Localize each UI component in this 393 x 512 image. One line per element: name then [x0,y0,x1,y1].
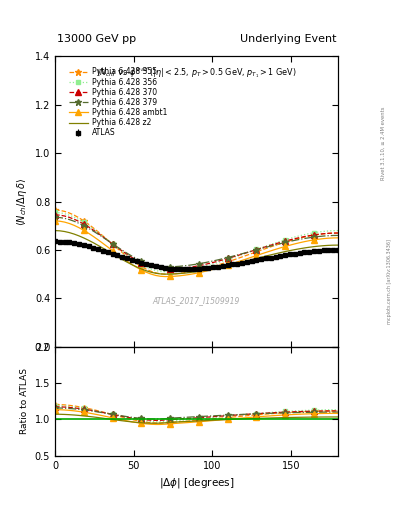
Pythia 6.428 355 [235,255,240,262]
Pythia 6.428 ambt1 [336,235,340,241]
Pythia 6.428 379 [101,234,105,241]
Y-axis label: $\langle N_{ch}/\Delta\eta\,\delta\rangle$: $\langle N_{ch}/\Delta\eta\,\delta\rangl… [15,178,29,226]
Pythia 6.428 356 [235,253,240,259]
Legend: Pythia 6.428 355, Pythia 6.428 356, Pythia 6.428 370, Pythia 6.428 379, Pythia 6: Pythia 6.428 355, Pythia 6.428 356, Pyth… [67,66,169,139]
Text: Underlying Event: Underlying Event [239,33,336,44]
Pythia 6.428 356 [144,264,149,270]
Pythia 6.428 356 [163,269,168,275]
Pythia 6.428 355 [125,253,129,260]
Pythia 6.428 ambt1 [163,273,168,280]
Pythia 6.428 356 [101,233,105,240]
Pythia 6.428 z2 [144,268,149,274]
X-axis label: $|\Delta\phi|$ [degrees]: $|\Delta\phi|$ [degrees] [159,476,234,490]
Pythia 6.428 370 [336,230,340,236]
Text: 13000 GeV pp: 13000 GeV pp [57,33,136,44]
Text: ATLAS_2017_I1509919: ATLAS_2017_I1509919 [153,296,240,305]
Pythia 6.428 355 [53,207,57,213]
Pythia 6.428 379 [53,214,57,220]
Pythia 6.428 370 [101,234,105,240]
Pythia 6.428 379 [235,252,240,258]
Pythia 6.428 355 [149,268,153,274]
Pythia 6.428 ambt1 [53,218,57,224]
Pythia 6.428 356 [134,259,139,265]
Pythia 6.428 355 [336,230,340,236]
Line: Pythia 6.428 379: Pythia 6.428 379 [51,214,342,270]
Text: $\langle N_{ch}\rangle$ vs $\phi^{lead}$ ($|\eta|<2.5$, $p_T>0.5$ GeV, $p_{T_1}>: $\langle N_{ch}\rangle$ vs $\phi^{lead}$… [96,65,297,80]
Pythia 6.428 370 [163,266,168,272]
Pythia 6.428 379 [125,250,129,256]
Text: Rivet 3.1.10, ≥ 2.4M events: Rivet 3.1.10, ≥ 2.4M events [381,106,386,180]
Pythia 6.428 355 [144,266,149,272]
Line: Pythia 6.428 355: Pythia 6.428 355 [51,206,342,278]
Pythia 6.428 z2 [163,271,168,277]
Pythia 6.428 355 [163,271,168,277]
Pythia 6.428 379 [134,255,139,262]
Pythia 6.428 370 [53,212,57,218]
Line: Pythia 6.428 z2: Pythia 6.428 z2 [55,230,338,274]
Pythia 6.428 370 [144,262,149,268]
Pythia 6.428 379 [336,232,340,239]
Pythia 6.428 356 [149,266,153,272]
Pythia 6.428 ambt1 [144,269,149,275]
Pythia 6.428 370 [149,264,153,270]
Pythia 6.428 z2 [53,227,57,233]
Pythia 6.428 379 [163,264,168,270]
Pythia 6.428 379 [149,262,153,268]
Pythia 6.428 z2 [125,259,129,265]
Pythia 6.428 z2 [134,264,139,270]
Pythia 6.428 356 [125,252,129,259]
Pythia 6.428 370 [125,251,129,258]
Pythia 6.428 ambt1 [101,240,105,246]
Pythia 6.428 355 [101,233,105,239]
Pythia 6.428 356 [336,227,340,233]
Pythia 6.428 ambt1 [235,259,240,265]
Pythia 6.428 z2 [235,260,240,266]
Line: Pythia 6.428 356: Pythia 6.428 356 [53,210,340,274]
Pythia 6.428 z2 [149,269,153,275]
Text: mcplots.cern.ch [arXiv:1306.3436]: mcplots.cern.ch [arXiv:1306.3436] [387,239,391,324]
Pythia 6.428 370 [235,252,240,259]
Y-axis label: Ratio to ATLAS: Ratio to ATLAS [20,368,29,434]
Pythia 6.428 z2 [336,242,340,248]
Pythia 6.428 356 [53,209,57,216]
Pythia 6.428 z2 [101,245,105,251]
Pythia 6.428 ambt1 [149,271,153,277]
Line: Pythia 6.428 ambt1: Pythia 6.428 ambt1 [52,218,341,280]
Pythia 6.428 379 [144,260,149,266]
Pythia 6.428 ambt1 [134,264,139,270]
Pythia 6.428 355 [134,261,139,267]
Line: Pythia 6.428 370: Pythia 6.428 370 [52,212,341,272]
Pythia 6.428 370 [134,257,139,263]
Pythia 6.428 ambt1 [125,258,129,264]
